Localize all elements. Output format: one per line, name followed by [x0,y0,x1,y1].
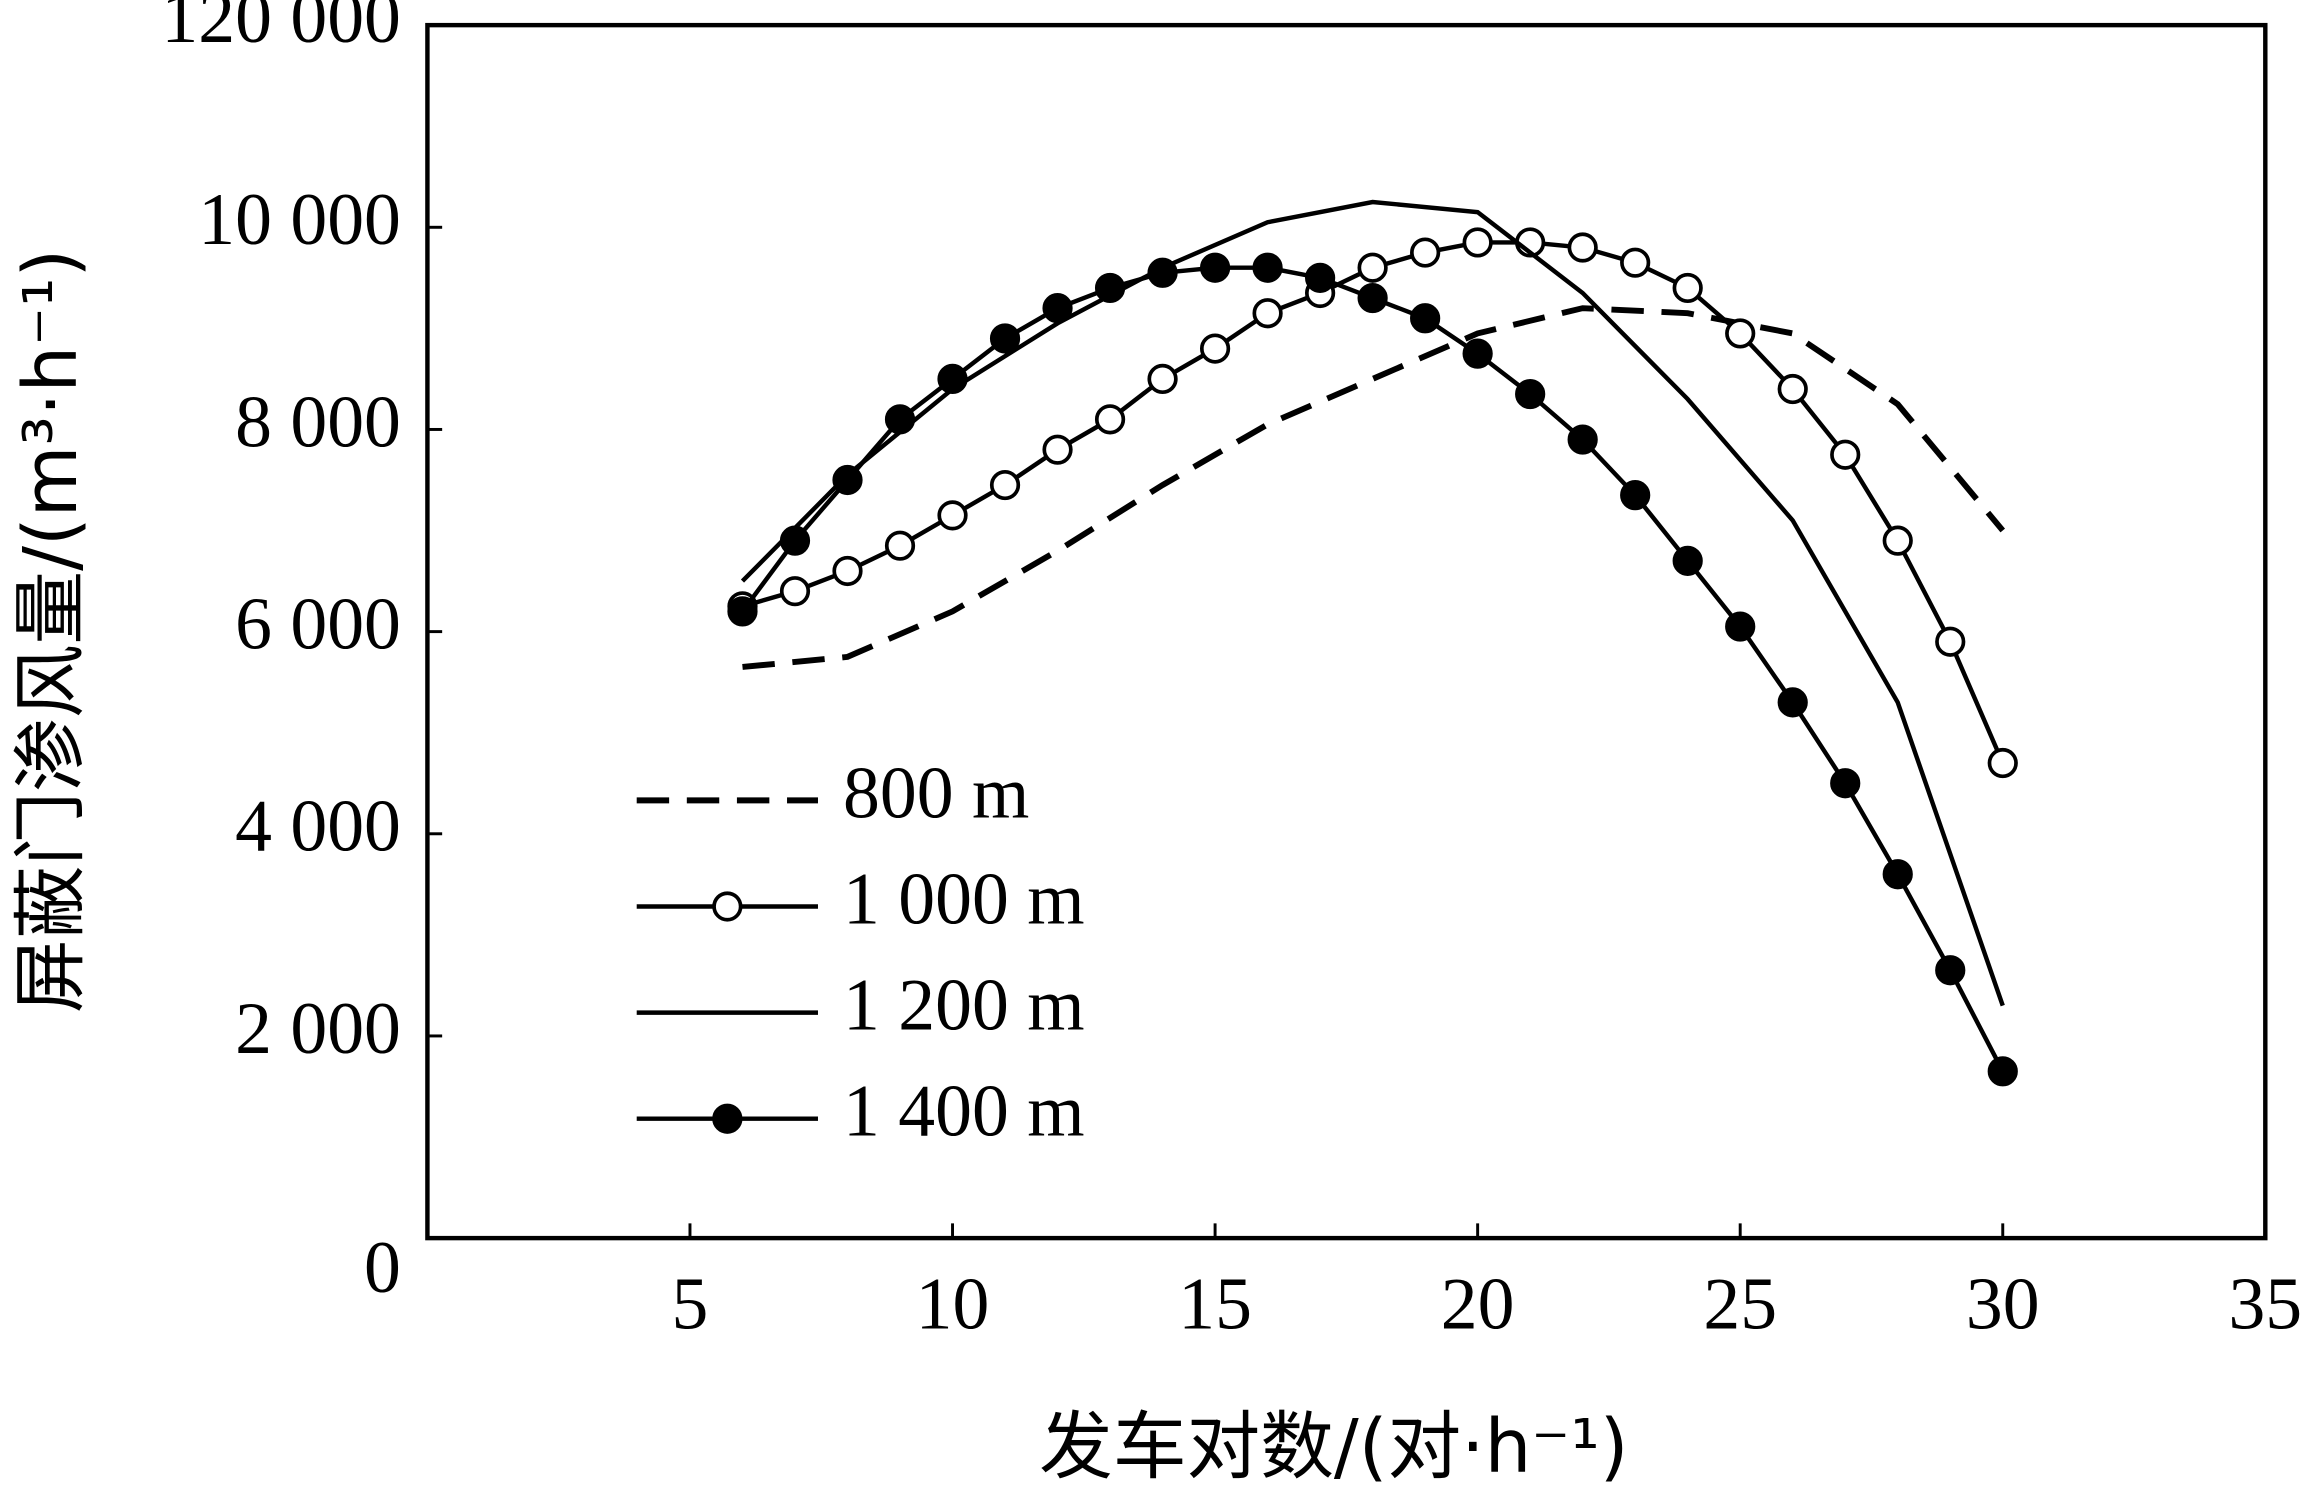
x-tick-label: 20 [1441,1263,1515,1345]
data-point [1147,257,1178,288]
data-point [1252,298,1283,329]
data-point [1357,252,1388,283]
x-axis-title: 发车对数/(对·h⁻¹) [1039,1405,1628,1490]
legend-label: 1 000 m [843,857,1085,939]
data-point [937,500,968,531]
data-point [1672,545,1703,576]
data-point [779,576,811,607]
data-point [1515,378,1546,410]
data-point [1042,434,1073,465]
y-tick-label: 2 000 [235,987,401,1069]
series-line [741,240,2005,764]
data-point [1410,237,1441,268]
data-point [1567,424,1598,455]
data-point [989,469,1021,501]
data-point [1725,611,1756,642]
data-point [1935,626,1966,657]
data-point [1042,293,1073,324]
series-line [742,305,2006,670]
data-point [779,525,811,556]
data-point [1620,480,1651,511]
data-point [884,404,916,435]
data-point [1830,768,1861,799]
data-point [1094,272,1126,304]
data-point [1462,227,1493,258]
data-point [1830,439,1861,470]
legend-label: 1 200 m [843,964,1085,1046]
data-point [1462,338,1493,369]
y-axis-title: 屏蔽门渗风量/(m³·h⁻¹) [9,249,94,1013]
data-point [937,363,968,395]
data-point [1987,747,2018,779]
data-point [1777,373,1808,405]
data-point [832,464,863,496]
data-point [1725,318,1756,349]
data-point [1882,525,1913,556]
x-tick-label: 35 [2228,1263,2302,1345]
x-tick-label: 25 [1703,1263,1777,1345]
y-tick-label: 8 000 [235,380,401,462]
data-point [1567,232,1598,263]
legend-marker [712,891,743,922]
data-point [1777,687,1808,718]
data-point [1199,252,1231,283]
x-tick-label: 5 [672,1263,709,1345]
data-point [1094,404,1126,435]
data-point [1987,1056,2018,1087]
data-point [1305,262,1336,293]
y-tick-label: 6 000 [235,583,401,665]
x-tick-label: 10 [916,1263,990,1345]
data-point [1252,252,1283,283]
data-point [884,530,916,561]
y-tick-label: 4 000 [235,785,401,867]
legend-label: 1 400 m [843,1070,1085,1152]
data-point [989,323,1021,354]
y-tick-label: 10 000 [198,178,401,260]
data-point [1935,955,1966,986]
legend-marker [712,1103,743,1134]
data-point [1672,272,1703,304]
data-point [1357,282,1388,314]
data-point [832,555,863,587]
data-point [1147,363,1178,395]
y-tick-label: 0 [364,1226,401,1308]
data-point [1620,247,1651,278]
x-tick-label: 15 [1178,1263,1252,1345]
y-tick-label: 120 000 [161,0,400,58]
data-point [1882,859,1913,890]
x-tick-label: 30 [1966,1263,2040,1345]
data-point [1199,333,1231,364]
data-point [1410,303,1441,334]
series-line [740,265,2005,1073]
legend-label: 800 m [843,751,1029,833]
data-point [727,596,758,627]
